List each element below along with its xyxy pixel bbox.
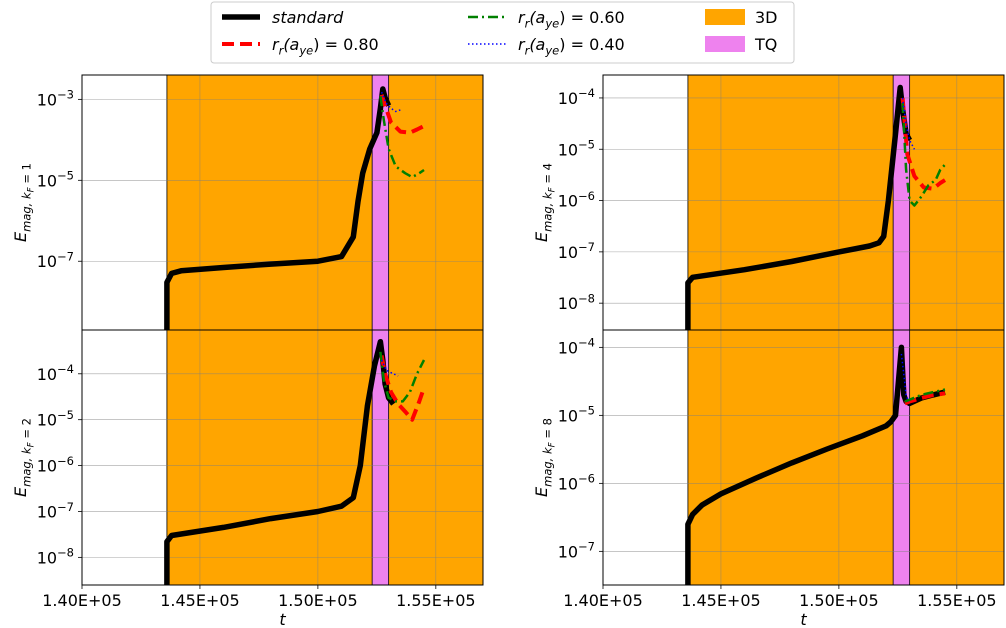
legend-entry: 3D xyxy=(705,8,778,27)
panel-bottom-right: 10−7 10−6 10−5 10−4 1.40E+05 1.45E+05 1.50E+05… xyxy=(532,329,1005,628)
x-axis-label: t xyxy=(800,610,807,628)
legend-label: rr(aye) = 0.80 xyxy=(272,35,379,57)
legend-label: standard xyxy=(272,8,344,27)
y-tick-label: 10−4 xyxy=(558,86,595,108)
legend-entry: rr(aye) = 0.60 xyxy=(468,8,625,30)
legend-entry: standard xyxy=(222,8,344,27)
series-line-r-r-a-ye-0-40 xyxy=(380,91,401,113)
panel-top-right: 10−8 10−7 10−6 10−5 10−4 Emag, kF = 4 xyxy=(532,74,1005,331)
y-tick-label: 10−4 xyxy=(558,336,595,358)
y-axis-label: Emag, kF = 1 xyxy=(11,163,36,242)
legend-swatch-patch xyxy=(705,9,745,25)
region-3d xyxy=(166,75,483,330)
y-tick-label: 10−7 xyxy=(558,540,595,562)
panel-top-left: 10−7 10−5 10−3 Emag, kF = 1 xyxy=(11,74,484,331)
legend: standard rr(aye) = 0.80 rr(aye) = 0.60 rr(a… xyxy=(210,1,795,64)
legend-entry: TQ xyxy=(705,35,777,54)
x-tick-label: 1.50E+05 xyxy=(799,591,879,610)
legend-box xyxy=(210,1,795,64)
series-line-r-r-a-ye-0-40 xyxy=(901,97,916,150)
y-axis-label: Emag, kF = 4 xyxy=(532,163,557,242)
x-tick-label: 1.50E+05 xyxy=(278,591,358,610)
x-tick-label: 1.45E+05 xyxy=(681,591,761,610)
legend-label: 3D xyxy=(755,8,778,27)
region-3d xyxy=(687,330,1004,585)
series-line-r-r-a-ye-0-60 xyxy=(379,351,426,403)
series-line-r-r-a-ye-0-80 xyxy=(904,391,946,406)
x-tick-label: 1.45E+05 xyxy=(160,591,240,610)
region-3d xyxy=(166,330,483,585)
legend-entry: rr(aye) = 0.40 xyxy=(468,35,625,57)
plot-frame xyxy=(81,329,484,586)
y-tick-label: 10−6 xyxy=(37,454,74,476)
y-tick-label: 10−7 xyxy=(37,500,74,522)
series-line-r-r-a-ye-0-60 xyxy=(379,96,425,179)
x-axis-label: t xyxy=(279,610,286,628)
legend-label: rr(aye) = 0.60 xyxy=(518,8,625,30)
y-tick-label: 10−8 xyxy=(37,546,74,568)
series-line-r-r-a-ye-0-80 xyxy=(900,97,947,191)
y-tick-label: 10−3 xyxy=(37,88,74,110)
legend-label: TQ xyxy=(754,35,777,54)
region-3d xyxy=(687,75,1004,330)
y-tick-label: 10−7 xyxy=(558,240,595,262)
x-tick-label: 1.55E+05 xyxy=(396,591,476,610)
panel-bottom-left: 10−8 10−7 10−6 10−5 10−4 1.40E+05 1.45E+05 1.50… xyxy=(11,329,484,628)
y-tick-label: 10−6 xyxy=(558,472,595,494)
y-tick-label: 10−6 xyxy=(558,189,595,211)
x-tick-label: 1.40E+05 xyxy=(563,591,643,610)
plot-frame xyxy=(602,329,1005,586)
series-line-r-r-a-ye-0-60 xyxy=(904,388,946,403)
series-line-r-r-a-ye-0-80 xyxy=(379,94,425,135)
y-tick-label: 10−5 xyxy=(558,404,595,426)
legend-swatch-patch xyxy=(705,36,745,52)
x-tick-label: 1.40E+05 xyxy=(42,591,122,610)
y-axis-label: Emag, kF = 2 xyxy=(11,418,36,497)
series-line-r-r-a-ye-0-80 xyxy=(379,355,426,422)
y-tick-label: 10−4 xyxy=(37,362,74,384)
y-tick-label: 10−5 xyxy=(37,169,74,191)
y-tick-label: 10−5 xyxy=(37,408,74,430)
x-tick-label: 1.55E+05 xyxy=(917,591,997,610)
y-tick-label: 10−8 xyxy=(558,291,595,313)
legend-entry: rr(aye) = 0.80 xyxy=(222,35,379,57)
legend-label: rr(aye) = 0.40 xyxy=(518,35,625,57)
y-axis-label: Emag, kF = 8 xyxy=(532,418,557,497)
region-tq xyxy=(372,330,389,585)
y-tick-label: 10−7 xyxy=(37,250,74,272)
y-tick-label: 10−5 xyxy=(558,138,595,160)
series-line-r-r-a-ye-0-40 xyxy=(900,353,910,402)
series-line-r-r-a-ye-0-60 xyxy=(901,102,946,207)
